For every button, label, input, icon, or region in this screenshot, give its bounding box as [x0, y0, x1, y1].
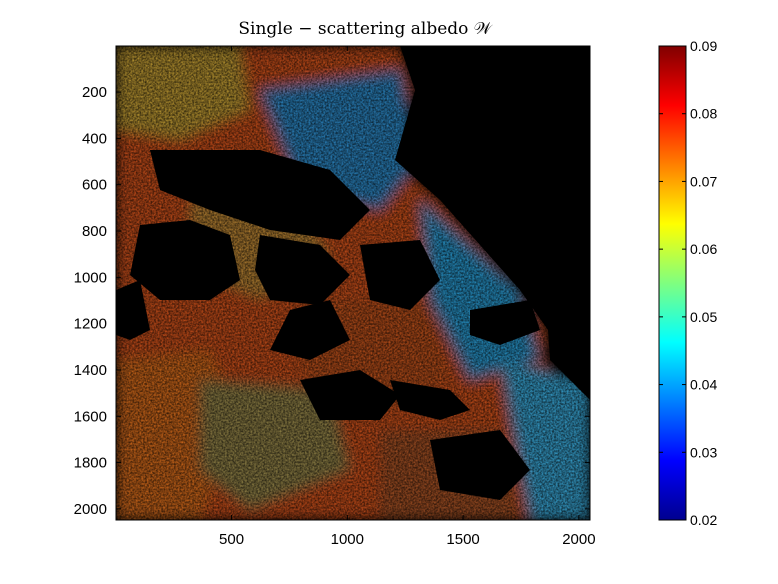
- chart-title: Single − scattering albedo 𝒲: [238, 19, 493, 39]
- colorbar-axis: 0.02 0.03 0.04 0.05 0.06 0.07 0.08 0.09: [659, 38, 717, 528]
- y-tick-label: 1800: [74, 455, 107, 472]
- image-axes: [116, 46, 590, 520]
- colorbar-tick-label: 0.07: [690, 173, 717, 189]
- y-tick-label: 1000: [74, 269, 107, 286]
- y-tick-label: 400: [82, 130, 107, 147]
- masked-regions: [116, 46, 590, 500]
- x-tick-label: 2000: [562, 531, 595, 548]
- x-tick-label: 500: [219, 531, 244, 548]
- y-tick-label: 2000: [74, 501, 107, 518]
- colorbar-tick-label: 0.09: [690, 38, 717, 54]
- y-tick-label: 1600: [74, 408, 107, 425]
- colorbar-tick-label: 0.05: [690, 309, 717, 325]
- axes-frame: [115, 45, 591, 521]
- colorbar: [658, 45, 687, 521]
- y-tick-label: 1400: [74, 362, 107, 379]
- colorbar-tick-label: 0.03: [690, 444, 717, 460]
- x-axis: 500 1000 1500 2000: [219, 46, 596, 548]
- colorbar-tick-label: 0.06: [690, 241, 717, 257]
- x-tick-label: 1000: [331, 531, 364, 548]
- y-tick-label: 800: [82, 223, 107, 240]
- colorbar-tick-label: 0.08: [690, 106, 717, 122]
- y-tick-label: 600: [82, 177, 107, 194]
- y-tick-label: 1200: [74, 316, 107, 333]
- x-tick-label: 1500: [446, 531, 479, 548]
- colorbar-tick-label: 0.04: [690, 377, 717, 393]
- colorbar-tick-label: 0.02: [690, 512, 717, 528]
- y-axis: 200 400 600 800 1000 1200 1400 1600 1800 2000: [74, 84, 590, 518]
- y-tick-label: 200: [82, 84, 107, 101]
